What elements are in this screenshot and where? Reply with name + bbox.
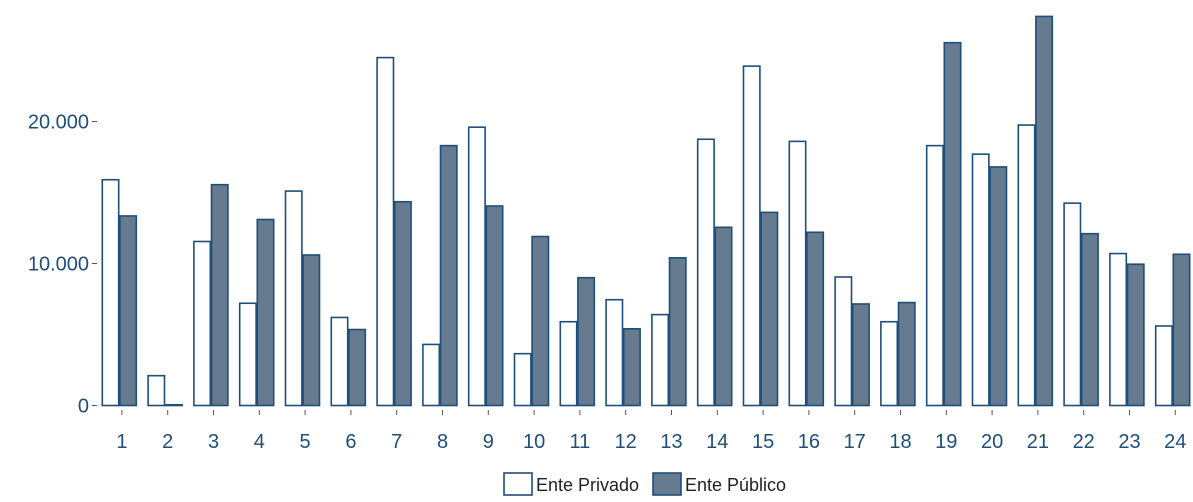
bar-ente-privado-9: [467, 126, 486, 407]
bar-ente-publico-19: [943, 41, 962, 407]
bar-ente-publico-18: [897, 301, 916, 407]
x-tick-label: 20: [981, 431, 1003, 453]
bar-ente-privado-2: [147, 374, 166, 407]
bar-ente-privado-14: [696, 138, 715, 407]
x-tick-label: 10: [523, 431, 545, 453]
y-tick-label: 0: [78, 396, 89, 418]
legend-swatch: [652, 472, 682, 496]
bar-ente-privado-18: [880, 320, 899, 407]
bar-ente-privado-8: [422, 343, 441, 407]
x-tick-label: 6: [345, 431, 356, 453]
y-axis: 0 10.000 20.000: [28, 112, 97, 418]
x-tick-label: 18: [889, 431, 911, 453]
bar-ente-privado-19: [925, 144, 944, 407]
x-tick-label: 24: [1164, 431, 1186, 453]
bar-ente-privado-10: [513, 352, 532, 407]
x-tick-label: 5: [300, 431, 311, 453]
bar-ente-publico-3: [210, 183, 229, 407]
x-tick-label: 1: [116, 431, 127, 453]
bars-group: [101, 15, 1191, 407]
x-tick-label: 13: [660, 431, 682, 453]
x-tick-label: 22: [1073, 431, 1095, 453]
bar-ente-publico-24: [1172, 253, 1191, 407]
bar-ente-privado-22: [1063, 202, 1082, 407]
x-tick-label: 11: [570, 431, 591, 453]
bar-ente-privado-21: [1017, 124, 1036, 407]
bar-ente-publico-22: [1080, 232, 1099, 407]
bar-ente-publico-16: [806, 231, 825, 407]
bar-ente-privado-23: [1109, 252, 1128, 407]
bar-ente-publico-10: [531, 235, 550, 407]
y-tick-label: 20.000: [28, 112, 89, 134]
legend-item-ente-publico: Ente Público: [652, 472, 786, 496]
bar-ente-publico-15: [760, 211, 779, 407]
bar-ente-privado-15: [742, 65, 761, 407]
x-tick-label: 21: [1027, 431, 1049, 453]
legend-item-ente-privado: Ente Privado: [503, 472, 639, 496]
bar-ente-privado-20: [971, 153, 990, 407]
bar-ente-publico-14: [714, 226, 733, 407]
bar-ente-privado-24: [1154, 325, 1173, 407]
bar-ente-publico-11: [577, 276, 596, 407]
bar-ente-privado-1: [101, 178, 120, 407]
bar-ente-privado-3: [193, 240, 212, 407]
bar-ente-publico-4: [256, 218, 275, 407]
x-tick-label: 23: [1118, 431, 1140, 453]
bar-ente-publico-1: [119, 215, 138, 407]
bar-ente-publico-5: [302, 254, 321, 407]
x-tick-label: 16: [798, 431, 820, 453]
x-tick-label: 4: [254, 431, 265, 453]
bar-ente-privado-4: [238, 302, 257, 407]
x-tick-label: 2: [162, 431, 173, 453]
x-tick-label: 19: [935, 431, 957, 453]
legend: Ente Privado Ente Público: [503, 472, 786, 496]
x-tick-label: 3: [208, 431, 219, 453]
bar-ente-privado-6: [330, 316, 349, 407]
legend-label: Ente Público: [685, 475, 786, 495]
bar-ente-publico-17: [851, 303, 870, 407]
bar-ente-publico-23: [1126, 263, 1145, 407]
bar-ente-privado-13: [651, 313, 670, 407]
legend-label: Ente Privado: [536, 475, 639, 495]
bar-ente-privado-16: [788, 140, 807, 407]
bar-ente-privado-12: [605, 298, 624, 407]
x-tick-label: 14: [706, 431, 728, 453]
x-tick-label: 7: [391, 431, 402, 453]
x-tick-label: 17: [844, 431, 866, 453]
bar-ente-privado-7: [376, 56, 395, 407]
y-tick-label: 10.000: [28, 254, 89, 276]
bar-ente-publico-13: [668, 257, 687, 407]
bar-ente-privado-5: [284, 190, 303, 407]
x-tick-label: 12: [615, 431, 637, 453]
legend-swatch: [503, 472, 533, 496]
bar-ente-publico-7: [393, 200, 412, 407]
bar-ente-publico-8: [439, 144, 458, 407]
bar-ente-publico-12: [622, 328, 641, 407]
bar-ente-publico-21: [1035, 15, 1054, 407]
x-tick-label: 9: [483, 431, 494, 453]
bar-ente-privado-17: [834, 276, 853, 407]
bar-ente-publico-6: [348, 328, 367, 407]
bar-ente-publico-20: [989, 166, 1008, 407]
bar-ente-publico-9: [485, 205, 504, 407]
bar-ente-privado-11: [559, 320, 578, 407]
x-tick-label: 8: [437, 431, 448, 453]
bar-ente-publico-2: [164, 403, 183, 407]
x-axis: 1 2 3 4 5 6 7 8 9 10 11 12 13 14 15 16 17 18 19 20 21 22 23 24: [116, 410, 1186, 453]
x-tick-label: 15: [752, 431, 774, 453]
